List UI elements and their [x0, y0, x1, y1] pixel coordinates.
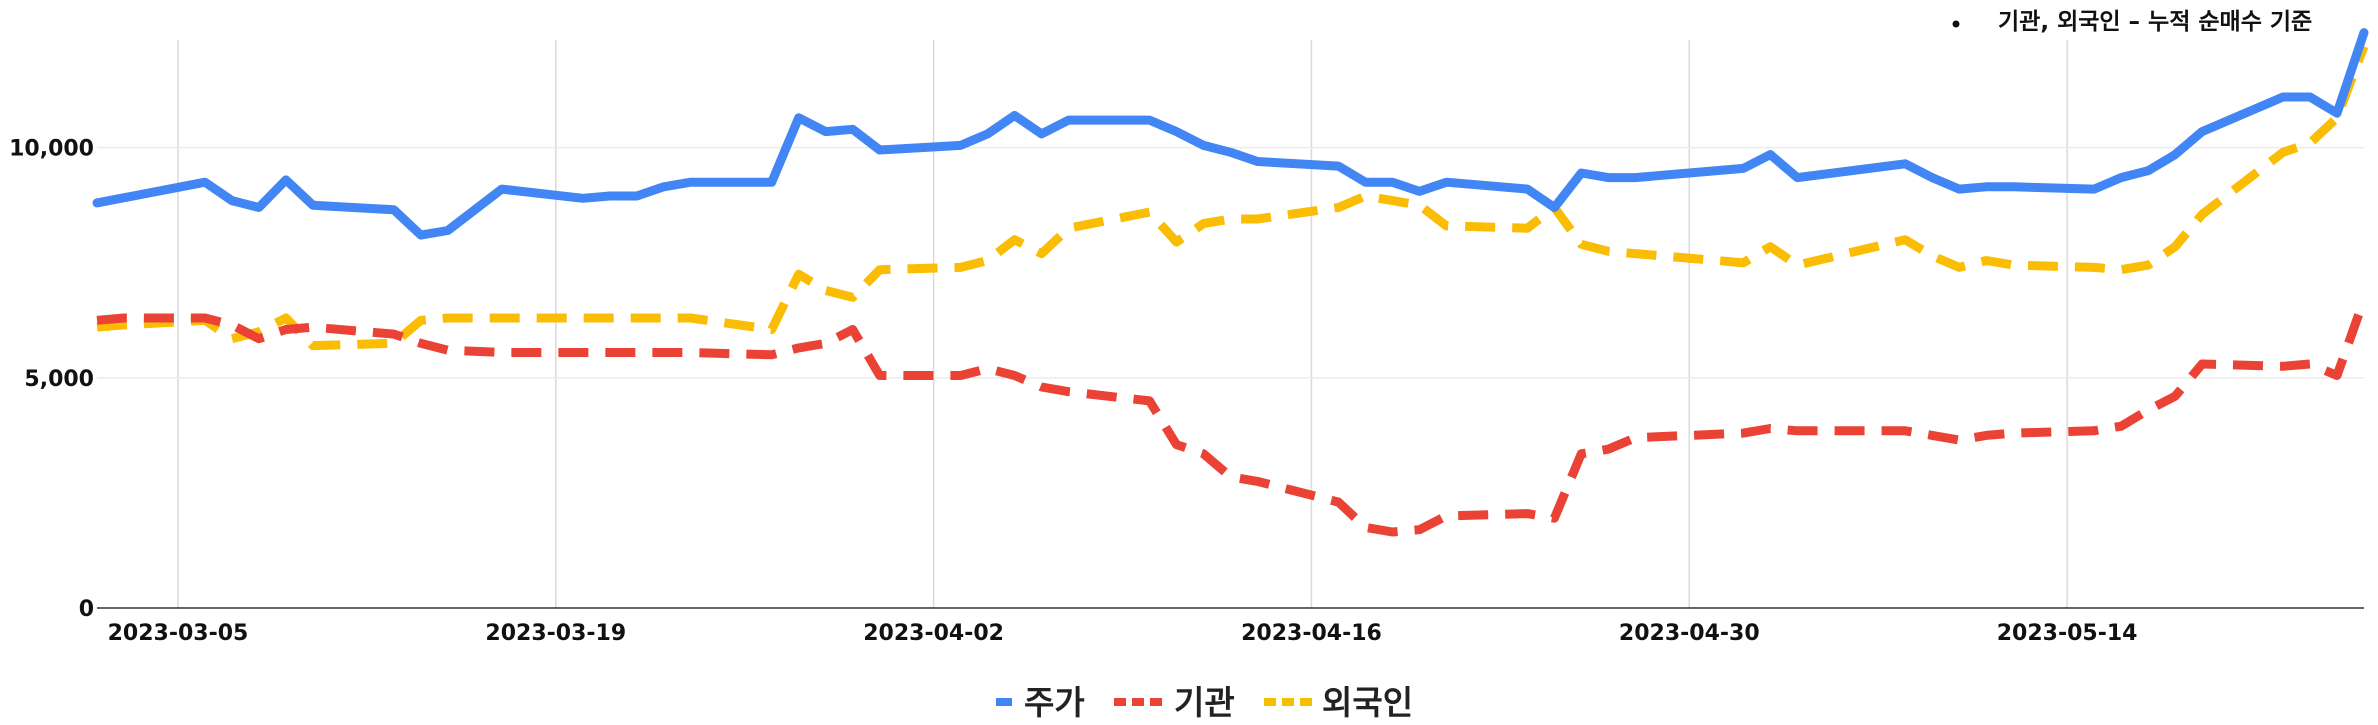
- x-tick-label: 2023-04-02: [863, 621, 1004, 646]
- x-tick-label: 2023-05-14: [1997, 621, 2138, 646]
- x-tick-label: 2023-03-19: [485, 621, 626, 646]
- series-lines: [92, 28, 2369, 537]
- y-tick-label: 10,000: [9, 137, 94, 162]
- x-tick-label: 2023-04-30: [1619, 621, 1760, 646]
- chart-note: 기관, 외국인 – 누적 순매수 기준: [1952, 9, 2312, 35]
- y-tick-label: 0: [79, 597, 94, 622]
- note-bullet-icon: [1952, 20, 1960, 28]
- y-tick-label: 5,000: [24, 367, 94, 392]
- y-axis-tick-labels: 0 5,000 10,000: [9, 137, 94, 622]
- series-line-1: [92, 28, 2369, 240]
- legend-label: 기관: [1174, 683, 1235, 722]
- legend-label: 외국인: [1322, 683, 1413, 722]
- x-tick-label: 2023-04-16: [1241, 621, 1382, 646]
- legend: 주가 기관 외국인: [996, 683, 1413, 722]
- x-axis-tick-labels: 2023-03-05 2023-03-19 2023-04-02 2023-04-16…: [108, 621, 2138, 646]
- chart-note-text: 기관, 외국인 – 누적 순매수 기준: [1998, 9, 2312, 35]
- vertical-gridlines: [177, 40, 2068, 608]
- x-tick-label: 2023-03-05: [108, 621, 249, 646]
- legend-label: 주가: [1024, 683, 1085, 722]
- series-line-3: [96, 44, 2369, 351]
- series-line-2: [96, 298, 2369, 537]
